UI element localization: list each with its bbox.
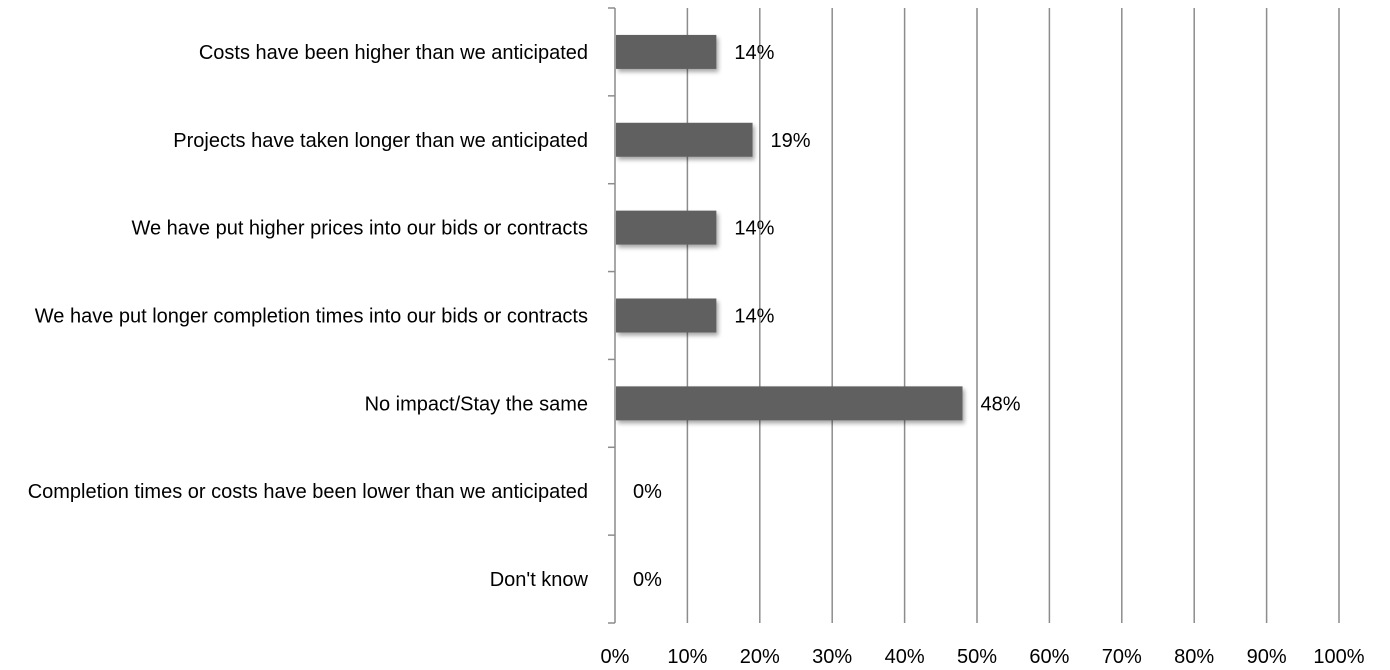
data-label: 48%: [981, 393, 1021, 415]
category-label: Don't know: [490, 569, 589, 591]
x-tick-label: 30%: [812, 646, 852, 668]
category-label-line: Projects have taken longer than we antic…: [173, 130, 588, 152]
category-label-line: Don't know: [490, 569, 589, 591]
category-label: We have put higher prices into our bids …: [131, 218, 588, 240]
x-tick-label: 50%: [957, 646, 997, 668]
category-label-line: No impact/Stay the same: [365, 393, 588, 415]
bar: [616, 34, 717, 69]
x-tick-label: 100%: [1313, 646, 1364, 668]
x-tick-label: 80%: [1174, 646, 1214, 668]
category-label: No impact/Stay the same: [365, 393, 588, 415]
data-label: 0%: [633, 569, 662, 591]
axes: [608, 7, 616, 624]
x-tick-label: 90%: [1247, 646, 1287, 668]
category-label: Completion times or costs have been lowe…: [28, 481, 588, 503]
gridlines: [686, 8, 1340, 623]
data-label: 19%: [771, 130, 811, 152]
x-tick-labels: 0% 10% 20% 30% 40% 50% 60% 70% 80% 90% 100%: [601, 646, 1365, 668]
category-label: We have put longer completion times into…: [35, 306, 588, 328]
x-tick-label: 70%: [1102, 646, 1142, 668]
data-label: 14%: [734, 306, 774, 328]
bar: [616, 386, 963, 421]
bars: [616, 34, 963, 421]
bar: [616, 122, 753, 157]
category-label-line: We have put longer completion times into…: [35, 306, 588, 328]
x-tick-label: 20%: [740, 646, 780, 668]
data-label: 14%: [734, 218, 774, 240]
x-tick-label: 0%: [601, 646, 630, 668]
x-tick-label: 60%: [1029, 646, 1069, 668]
category-label-line: We have put higher prices into our bids …: [131, 218, 588, 240]
data-label: 14%: [734, 42, 774, 64]
x-tick-label: 40%: [885, 646, 925, 668]
data-label: 0%: [633, 481, 662, 503]
bar: [616, 298, 717, 333]
category-labels: Costs have been higher than we anticipat…: [28, 42, 589, 591]
category-label: Projects have taken longer than we antic…: [173, 130, 588, 152]
x-tick-label: 10%: [667, 646, 707, 668]
category-label: Costs have been higher than we anticipat…: [199, 42, 588, 64]
data-labels: 14% 19% 14% 14% 48% 0% 0%: [633, 42, 1021, 591]
bar: [616, 210, 717, 245]
category-label-line: Completion times or costs have been lowe…: [28, 481, 588, 503]
category-label-line: Costs have been higher than we anticipat…: [199, 42, 588, 64]
